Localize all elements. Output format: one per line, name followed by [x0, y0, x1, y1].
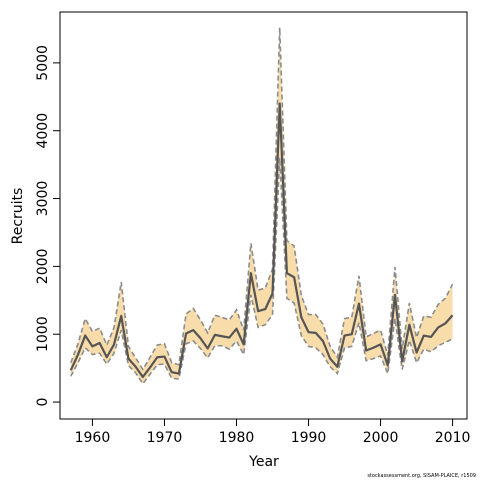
- y-axis-title: Recruits: [10, 188, 26, 245]
- x-tick-label: 1970: [147, 430, 183, 446]
- upper-bound-line: [70, 27, 454, 372]
- y-tick-label: 3000: [35, 181, 51, 217]
- x-tick-label: 2010: [435, 430, 471, 446]
- y-tick-label: 5000: [35, 45, 51, 81]
- recruits-estimate-line: [69, 102, 454, 379]
- y-axis: 0 1000 2000 3000 4000 5000: [35, 45, 60, 407]
- x-tick-label: 1980: [219, 430, 255, 446]
- plot-frame: [59, 11, 468, 420]
- confidence-band: [70, 27, 453, 384]
- confidence-band-layer: [70, 27, 453, 384]
- y-tick-label: 4000: [35, 113, 51, 149]
- y-tick-label: 1000: [35, 316, 51, 352]
- x-tick-label: 2000: [363, 430, 399, 446]
- credit-text: stockassessment.org, SISAM-PLAICE, r1509: [367, 473, 476, 479]
- series-line-layer: [69, 27, 454, 386]
- x-tick-label: 1990: [291, 430, 327, 446]
- y-tick-label: 0: [35, 398, 51, 407]
- x-axis: 1960 1970 1980 1990 2000 2010: [75, 419, 471, 446]
- lower-bound-line: [70, 157, 453, 386]
- x-axis-title: Year: [248, 454, 279, 470]
- y-tick-label: 2000: [35, 249, 51, 285]
- x-tick-label: 1960: [75, 430, 111, 446]
